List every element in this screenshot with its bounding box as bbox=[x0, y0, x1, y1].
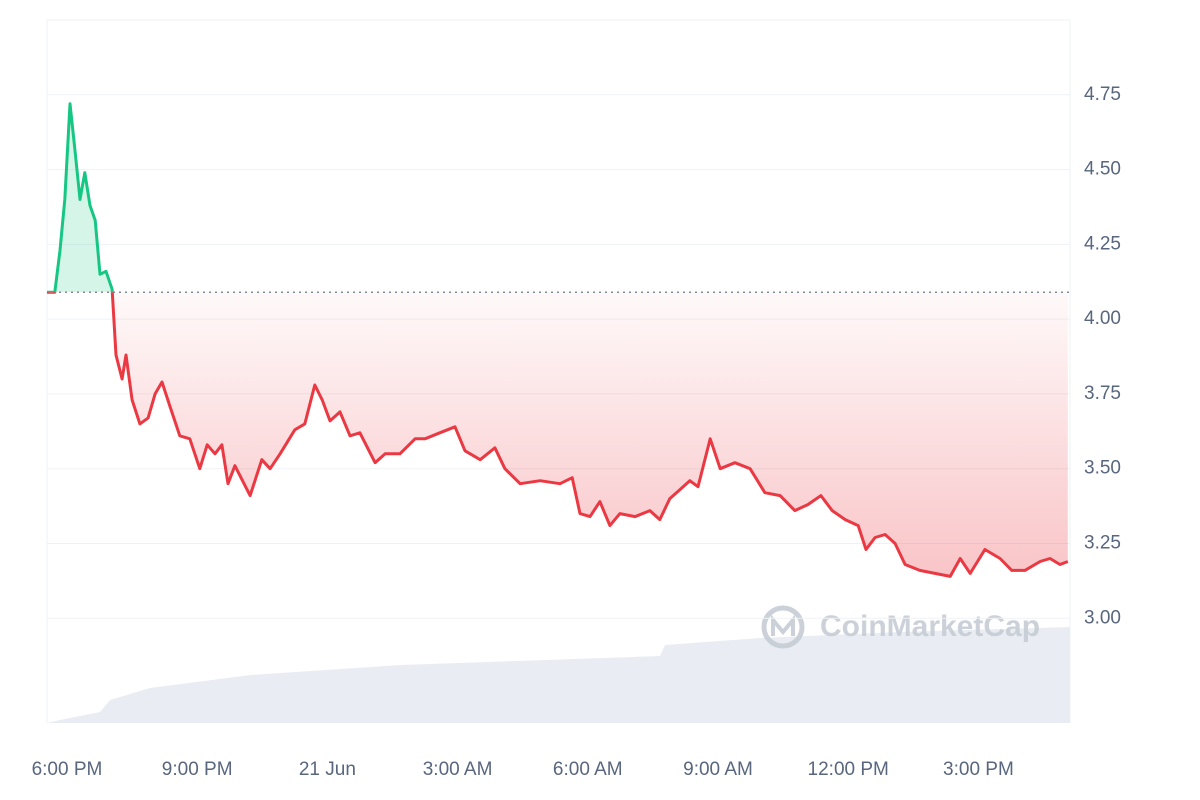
y-tick-label: 3.25 bbox=[1084, 533, 1121, 554]
x-tick-label: 21 Jun bbox=[299, 759, 356, 780]
y-tick-label: 4.50 bbox=[1084, 159, 1121, 180]
x-tick-label: 9:00 PM bbox=[162, 759, 233, 780]
y-tick-label: 3.00 bbox=[1084, 607, 1121, 628]
y-tick-label: 4.75 bbox=[1084, 84, 1121, 105]
x-tick-label: 3:00 AM bbox=[423, 759, 493, 780]
price-line-down bbox=[47, 292, 1069, 578]
watermark-logo bbox=[761, 605, 805, 649]
area-down bbox=[47, 292, 1068, 577]
y-tick-label: 3.75 bbox=[1084, 383, 1121, 404]
y-tick-label: 4.25 bbox=[1084, 233, 1121, 254]
plot: 3.00 3.25 3.50 3.75 4.00 4.25 4.50 4.75 6:00 PM 9… bbox=[32, 84, 1121, 780]
x-tick-label: 6:00 PM bbox=[32, 759, 103, 780]
volume-area bbox=[47, 627, 1070, 723]
watermark: CoinMarketCap bbox=[761, 605, 1040, 649]
x-tick-label: 9:00 AM bbox=[683, 759, 753, 780]
watermark-logo bbox=[771, 614, 795, 636]
x-tick-label: 6:00 AM bbox=[553, 759, 623, 780]
y-tick-label: 3.50 bbox=[1084, 458, 1121, 479]
x-tick-label: 3:00 PM bbox=[943, 759, 1014, 780]
y-tick-label: 4.00 bbox=[1084, 308, 1121, 329]
x-tick-label: 12:00 PM bbox=[808, 759, 889, 780]
watermark-text: CoinMarketCap bbox=[820, 610, 1040, 643]
